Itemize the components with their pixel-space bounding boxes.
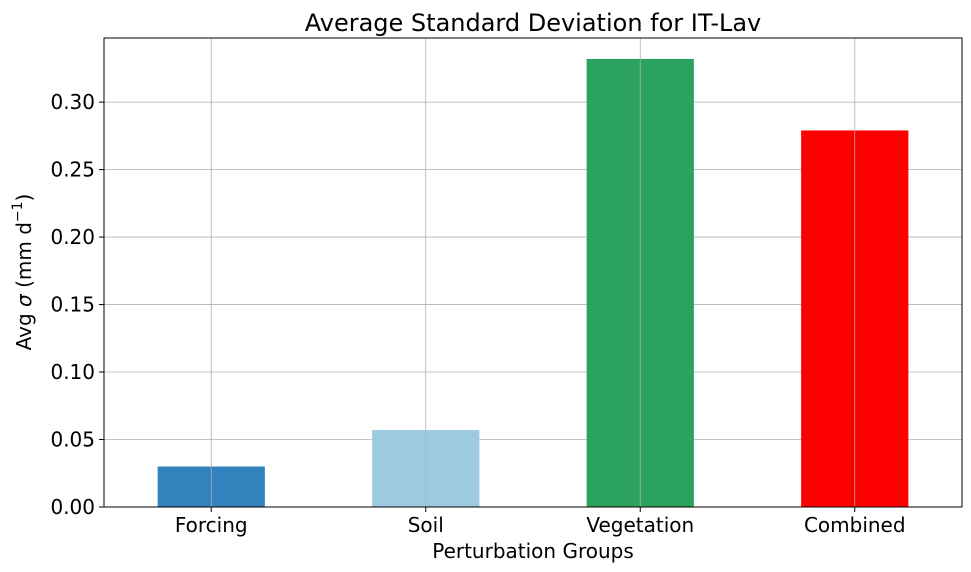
plot-frame (103, 37, 963, 508)
x-axis-ticks: Forcing Soil Vegetation Combined (175, 507, 906, 537)
y-tick-label: 0.20 (50, 225, 95, 249)
chart-title: Average Standard Deviation for IT-Lav (305, 9, 762, 37)
grid-lines (104, 101, 962, 508)
y-axis-label: Avg σ (mm d−1) (10, 194, 36, 351)
x-axis-label: Perturbation Groups (432, 539, 634, 563)
y-tick-label: 0.10 (50, 360, 95, 384)
x-tick-label: Vegetation (586, 513, 694, 537)
y-tick-label: 0.30 (50, 90, 95, 114)
y-tick-label: 0.05 (50, 428, 95, 452)
y-axis-ticks: 0.00 0.05 0.10 0.15 0.20 0.25 0.30 (50, 90, 104, 519)
x-tick-label: Forcing (175, 513, 248, 537)
bars (157, 38, 909, 507)
y-tick-label: 0.00 (50, 495, 95, 519)
y-tick-label: 0.15 (50, 293, 95, 317)
x-tick-label: Combined (804, 513, 906, 537)
y-tick-label: 0.25 (50, 158, 95, 182)
x-tick-label: Soil (408, 513, 444, 537)
